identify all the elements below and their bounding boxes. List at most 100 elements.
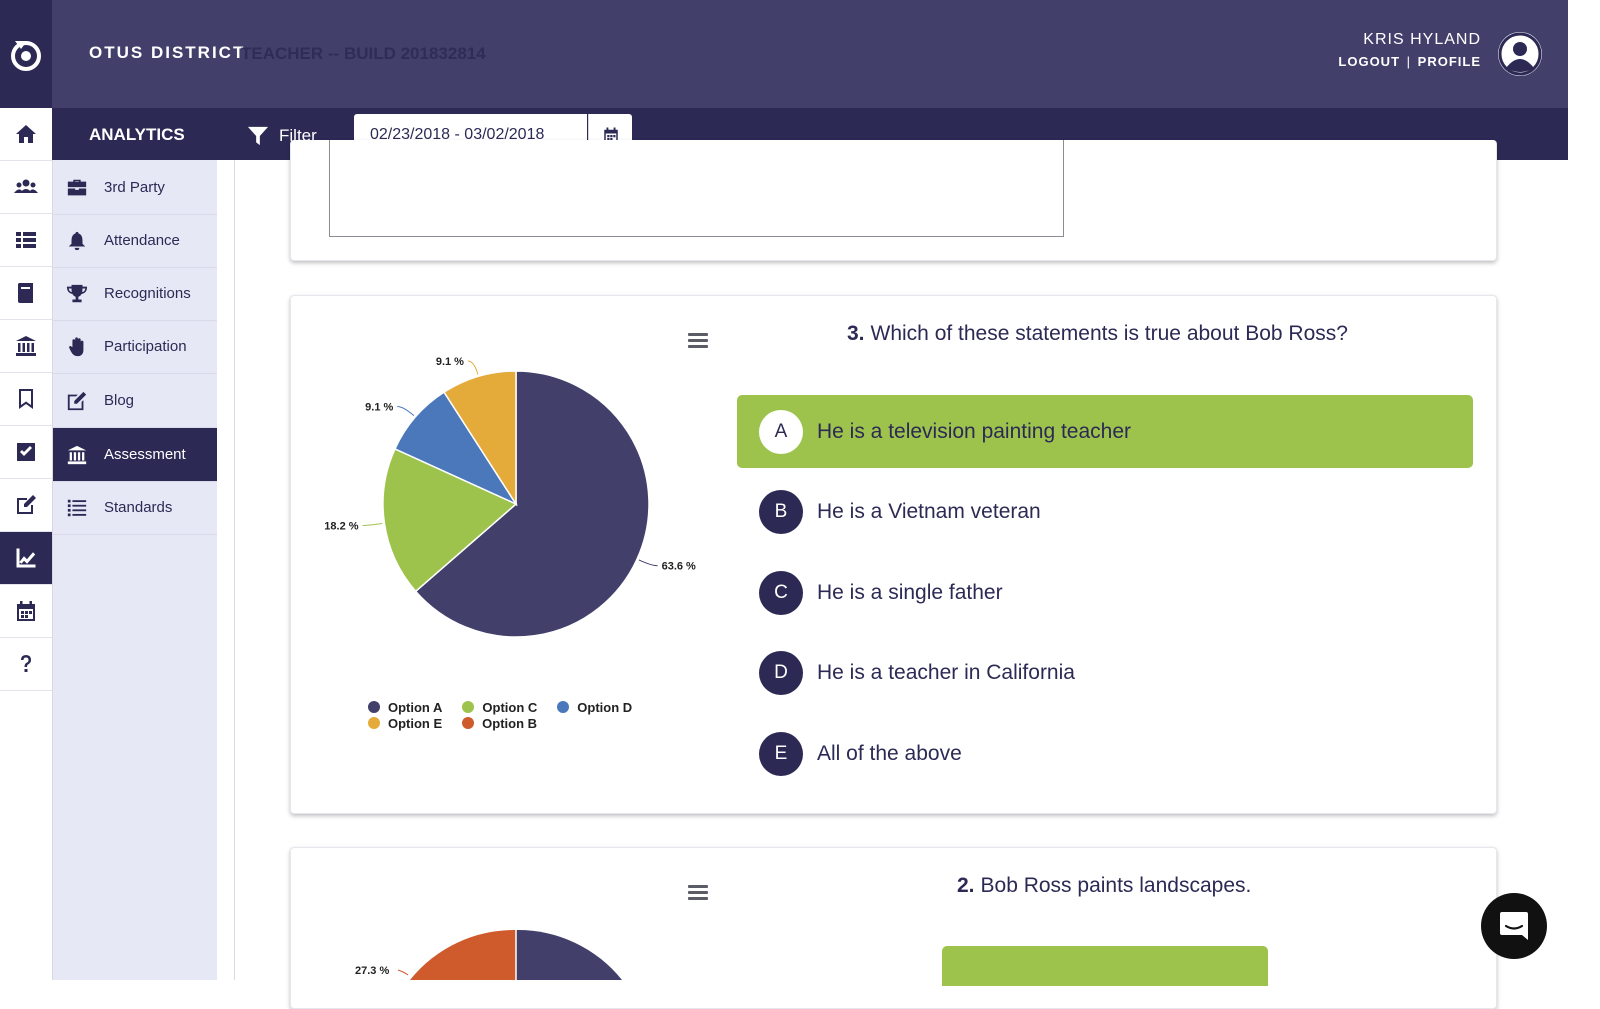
legend-label: Option D: [577, 699, 633, 715]
calendar-icon: [17, 601, 35, 621]
user-name: KRIS HYLAND: [1363, 31, 1481, 48]
avatar[interactable]: [1498, 32, 1542, 76]
legend-label: Option C: [482, 699, 538, 715]
answer-letter: C: [759, 570, 803, 615]
briefcase-icon: [67, 179, 87, 195]
rail-list[interactable]: [0, 214, 52, 267]
pie-label-option-a: 63.6 %: [662, 561, 696, 573]
sidebar-item-blog[interactable]: Blog: [53, 374, 217, 428]
filter-icon: [247, 126, 269, 146]
answer-option-a[interactable]: A He is a television painting teacher: [737, 395, 1473, 468]
users-icon: [14, 179, 38, 193]
answer-text: All of the above: [817, 741, 962, 765]
pie-slice-option-b: [410, 929, 516, 980]
rail-analytics[interactable]: [0, 532, 52, 585]
rail-institution[interactable]: [0, 320, 52, 373]
question-text: Which of these statements is true about …: [870, 322, 1348, 345]
sidebar-item-attendance[interactable]: Attendance: [53, 214, 217, 268]
legend-dot: [557, 701, 570, 713]
legend-item-option-b[interactable]: Option B: [462, 715, 537, 731]
sidebar-item-standards[interactable]: Standards: [53, 481, 217, 535]
trophy-icon: [66, 284, 88, 302]
question-card-2: [290, 847, 1497, 1009]
rail-help[interactable]: [0, 638, 52, 691]
top-header: [52, 0, 1568, 108]
sidebar-item-label: Assessment: [104, 446, 186, 463]
rail-bookmark[interactable]: [0, 373, 52, 426]
chat-icon: [1500, 912, 1528, 940]
legend-item-option-a[interactable]: Option A: [368, 699, 442, 715]
chart-menu-icon[interactable]: [688, 333, 708, 349]
answer-option-true[interactable]: [942, 946, 1268, 986]
pie-label-connector: [362, 522, 383, 526]
profile-link[interactable]: PROFILE: [1417, 54, 1481, 69]
section-title: ANALYTICS: [89, 125, 185, 144]
institution-icon: [67, 445, 87, 464]
answer-letter: A: [759, 409, 803, 454]
rail-book[interactable]: [0, 267, 52, 320]
chart-icon: [16, 548, 36, 568]
legend-item-option-e[interactable]: Option E: [368, 715, 442, 731]
answer-text: He is a Vietnam veteran: [817, 499, 1041, 523]
calendar-icon: [603, 127, 618, 143]
answer-option-d[interactable]: D He is a teacher in California: [737, 636, 1473, 709]
sidebar-item-label: Standards: [104, 499, 173, 516]
logo[interactable]: [0, 0, 52, 108]
chart-menu-icon[interactable]: [688, 885, 708, 901]
pie-chart-q3: 63.6 % 18.2 % 9.1 % 9.1 %: [324, 356, 696, 638]
answer-letter: E: [759, 731, 803, 776]
list-icon: [67, 499, 87, 516]
question-card-previous: [290, 140, 1497, 261]
answer-option-e[interactable]: E All of the above: [737, 717, 1473, 790]
legend-dot: [462, 717, 475, 729]
pie-chart-q2: 27.3 %: [355, 929, 622, 980]
legend-dot: [368, 717, 380, 729]
rail-home[interactable]: [0, 108, 52, 161]
sidebar-divider: [234, 160, 235, 980]
user-avatar-icon: [1498, 32, 1542, 76]
rail-checkbox[interactable]: [0, 426, 52, 479]
pie-slice-option-e[interactable]: [442, 370, 517, 507]
sidebar-item-assessment[interactable]: Assessment: [53, 428, 217, 482]
legend-item-option-c[interactable]: Option C: [462, 699, 537, 715]
edit-icon: [17, 495, 36, 514]
home-icon: [16, 125, 36, 143]
pie-label-option-c: 18.2 %: [324, 520, 358, 532]
edit-icon: [67, 391, 87, 410]
pie-label-connector: [397, 406, 415, 417]
answer-text: He is a television painting teacher: [817, 419, 1132, 443]
pie-slice-option-a[interactable]: [414, 370, 650, 638]
sidebar-item-recognitions[interactable]: Recognitions: [53, 267, 217, 321]
question-3-title: 3. Which of these statements is true abou…: [847, 322, 1348, 346]
rail-users[interactable]: [0, 161, 52, 214]
analytics-sidebar: [53, 160, 217, 980]
district-name: OTUS DISTRICT: [89, 43, 246, 62]
rail-calendar[interactable]: [0, 585, 52, 638]
answer-option-c[interactable]: C He is a single father: [737, 556, 1473, 629]
sidebar-item-label: 3rd Party: [104, 179, 165, 196]
hand-icon: [69, 336, 84, 356]
pie-label-connector: [467, 360, 479, 375]
pie-slice-option-c[interactable]: [382, 447, 518, 593]
legend-dot: [462, 701, 475, 713]
logout-link[interactable]: LOGOUT: [1338, 54, 1401, 69]
sidebar-item-participation[interactable]: Participation: [53, 320, 217, 374]
answer-option-b[interactable]: B He is a Vietnam veteran: [737, 475, 1473, 548]
bell-icon: [68, 231, 86, 250]
legend-label: Option E: [388, 715, 443, 731]
rail-edit[interactable]: [0, 479, 52, 532]
question-number: 3.: [847, 322, 865, 345]
answer-text: He is a teacher in California: [817, 660, 1075, 684]
legend-label: Option A: [388, 699, 443, 715]
bookmark-icon: [19, 389, 33, 409]
sidebar-item-label: Participation: [104, 338, 187, 355]
build-label: TEACHER -- BUILD 201832814: [241, 44, 486, 63]
legend-item-option-d[interactable]: Option D: [557, 699, 632, 715]
institution-icon: [16, 336, 36, 356]
checkbox-icon: [17, 443, 35, 461]
sidebar-item-3rd-party[interactable]: 3rd Party: [53, 161, 217, 215]
chat-button[interactable]: [1481, 893, 1547, 959]
book-icon: [18, 283, 33, 303]
answer-letter: D: [759, 650, 803, 695]
pie-slice-option-a: [516, 929, 622, 980]
